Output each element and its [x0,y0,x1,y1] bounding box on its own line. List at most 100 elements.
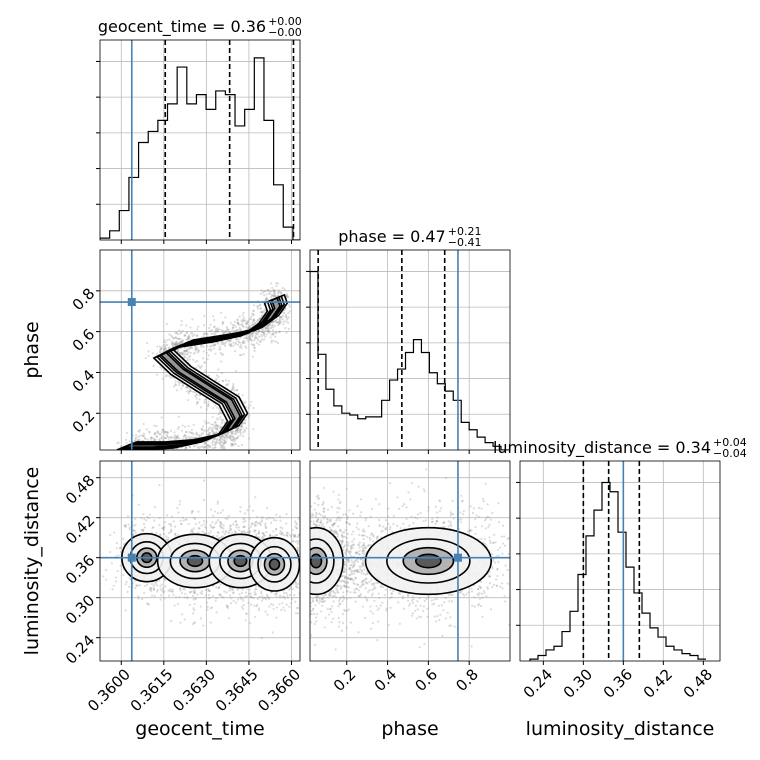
sample-point [248,621,252,625]
sample-point [221,444,224,447]
sample-point [270,295,273,299]
sample-point [119,445,122,448]
sample-point [262,338,266,341]
sample-point [191,528,194,531]
sample-point [220,595,224,599]
sample-point [240,444,243,447]
sample-point [153,519,156,522]
sample-point [177,337,180,340]
sample-point [180,592,184,595]
sample-point [163,577,166,580]
sample-point [245,612,248,615]
sample-point [205,421,208,424]
sample-point [190,332,193,335]
sample-point [234,341,238,344]
sample-point [195,397,198,400]
sample-point [241,323,244,326]
sample-point [286,531,290,534]
sample-point [219,426,223,430]
sample-point [185,331,188,335]
sample-point [213,441,216,444]
sample-point [137,430,141,433]
sample-point [222,596,225,599]
sample-point [261,597,265,600]
sample-point [176,434,179,437]
sample-point [160,436,163,440]
sample-point [259,303,262,306]
sample-point [171,590,174,593]
sample-point [211,439,215,442]
sample-point [266,329,269,333]
sample-point [185,349,188,352]
sample-point [291,528,294,532]
sample-point [145,341,149,345]
sample-point [191,318,194,321]
sample-point [183,333,186,337]
sample-point [268,331,271,334]
sample-point [253,593,256,596]
sample-point [238,341,242,344]
sample-point [239,428,242,431]
sample-point [132,533,135,536]
sample-point [186,357,189,360]
sample-point [218,586,221,589]
sample-point [241,341,245,344]
sample-point [185,338,188,341]
sample-point [218,409,222,413]
sample-point [248,414,251,417]
sample-point [285,522,288,525]
sample-point [242,431,245,434]
sample-point [268,534,272,537]
panel-title: geocent_time = 0.36 [98,17,266,37]
sample-point [206,444,210,447]
sample-point [193,589,196,592]
sample-point [145,583,149,586]
sample-point [212,406,215,410]
sample-point [278,515,282,518]
sample-point [265,593,269,596]
sample-point [185,430,188,433]
sample-point [229,587,232,590]
sample-point [187,425,190,428]
sample-point [172,520,175,523]
sample-point [253,590,256,594]
sample-point [175,340,178,343]
sample-point [204,442,207,445]
sample-point [163,345,166,348]
sample-point [251,331,255,334]
sample-point [194,395,197,398]
sample-point [164,436,167,440]
sample-point [260,310,263,314]
sample-point [178,352,181,355]
sample-point [220,435,223,438]
sample-point [132,529,136,533]
sample-point [271,603,275,606]
sample-point [174,533,177,536]
sample-point [279,315,283,319]
sample-point [156,588,160,592]
panel-frame [519,460,721,662]
sample-point [232,523,235,526]
sample-point [239,434,242,437]
sample-point [179,331,182,334]
sample-point [271,328,275,331]
sample-point [220,371,224,375]
sample-point [264,326,268,330]
sample-point [222,527,225,530]
sample-point [289,535,292,538]
density-layer [102,479,300,640]
sample-point [250,343,254,346]
sample-point [260,636,263,640]
sample-point [211,431,215,434]
sample-point [232,386,235,389]
sample-point [294,612,298,615]
sample-point [114,580,118,583]
sample-point [177,437,181,440]
sample-point [219,311,223,314]
sample-point [224,434,227,437]
sample-point [261,310,264,313]
sample-point [269,336,272,339]
sample-point [262,328,265,331]
sample-point [138,438,141,441]
sample-point [267,597,270,600]
